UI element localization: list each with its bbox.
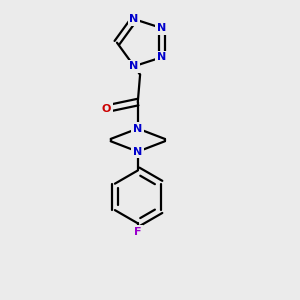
Text: N: N bbox=[130, 61, 139, 71]
Text: N: N bbox=[133, 147, 142, 157]
Text: N: N bbox=[130, 14, 139, 24]
Text: N: N bbox=[133, 124, 142, 134]
Text: N: N bbox=[157, 52, 167, 62]
Text: F: F bbox=[134, 226, 142, 237]
Text: N: N bbox=[157, 23, 167, 33]
Text: O: O bbox=[102, 104, 111, 114]
